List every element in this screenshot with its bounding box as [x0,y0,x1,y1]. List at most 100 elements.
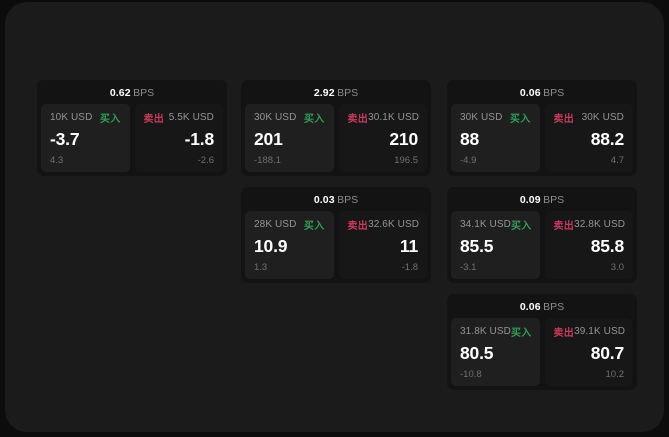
buy-action-label[interactable]: 买入 [303,221,325,232]
bps-unit: BPS [133,87,155,99]
quote-card[interactable]: 0.06 BPS 30K USD 买入 88 -4.9 卖出 30K USD 88.2 4.7 [447,80,637,176]
card-bps-header: 2.92 BPS [241,80,431,104]
sell-side-header: 卖出 39.1K USD [553,325,626,339]
sell-price: 88.2 [590,129,624,149]
sell-side-header: 卖出 30K USD [553,111,625,125]
quote-card[interactable]: 2.92 BPS 30K USD 买入 201 -188.1 卖出 30.1K USD 210 1… [241,80,431,176]
sell-action-label[interactable]: 卖出 [143,114,165,125]
quote-card[interactable]: 0.06 BPS 31.8K USD 买入 80.5 -10.8 卖出 39.1K USD 80… [447,294,637,390]
buy-price: 201 [254,129,283,149]
buy-action-label[interactable]: 买入 [99,114,121,125]
buy-side[interactable]: 10K USD 买入 -3.7 4.3 [41,104,130,172]
buy-side-header: 10K USD 买入 [50,111,121,125]
sell-side[interactable]: 卖出 30.1K USD 210 196.5 [338,104,427,172]
buy-side[interactable]: 30K USD 买入 201 -188.1 [245,104,334,172]
sell-side-header: 卖出 32.6K USD [347,218,420,232]
buy-price: 88 [460,129,480,149]
card-body: 30K USD 买入 88 -4.9 卖出 30K USD 88.2 4.7 [451,104,633,172]
sell-price: -1.8 [184,129,215,149]
sell-action-label[interactable]: 卖出 [347,221,369,232]
buy-price: 85.5 [460,236,494,256]
buy-price: -3.7 [50,129,80,149]
card-body: 34.1K USD 买入 85.5 -3.1 卖出 32.8K USD 85.8 3.0 [451,211,633,279]
sell-price: 210 [389,129,418,149]
sell-side-header: 卖出 32.8K USD [553,218,626,232]
card-bps-header: 0.06 BPS [447,80,637,104]
sell-side-header: 卖出 5.5K USD [143,111,215,125]
bps-value: 0.03 [313,194,335,206]
buy-size-label: 30K USD [460,112,503,123]
buy-price: 10.9 [254,236,288,256]
sell-action-label[interactable]: 卖出 [347,114,369,125]
bps-value: 0.06 [519,87,541,99]
bps-value: 2.92 [313,87,335,99]
card-bps-header: 0.62 BPS [37,80,227,104]
sell-delta: -2.6 [197,155,214,166]
sell-size-label: 5.5K USD [168,112,214,123]
bps-unit: BPS [337,194,359,206]
buy-action-label[interactable]: 买入 [510,328,532,339]
card-bps-header: 0.03 BPS [241,187,431,211]
bps-unit: BPS [337,87,359,99]
sell-size-label: 30K USD [581,112,624,123]
card-body: 10K USD 买入 -3.7 4.3 卖出 5.5K USD -1.8 -2.6 [41,104,223,172]
quote-card[interactable]: 0.03 BPS 28K USD 买入 10.9 1.3 卖出 32.6K USD 11 -1.8 [241,187,431,283]
sell-price: 80.7 [590,343,624,363]
quote-card-board: 0.62 BPS 10K USD 买入 -3.7 4.3 卖出 5.5K USD -1.8 -2.… [5,2,664,432]
buy-action-label[interactable]: 买入 [509,114,531,125]
buy-side-header: 30K USD 买入 [460,111,531,125]
sell-action-label[interactable]: 卖出 [553,221,575,232]
sell-delta: 10.2 [605,369,625,380]
sell-side[interactable]: 卖出 32.8K USD 85.8 3.0 [544,211,633,279]
buy-action-label[interactable]: 买入 [303,114,325,125]
buy-delta: -3.1 [460,262,477,273]
sell-side[interactable]: 卖出 30K USD 88.2 4.7 [544,104,633,172]
buy-action-label[interactable]: 买入 [510,221,532,232]
buy-side-header: 30K USD 买入 [254,111,325,125]
card-body: 31.8K USD 买入 80.5 -10.8 卖出 39.1K USD 80.7 10.2 [451,318,633,386]
sell-side[interactable]: 卖出 32.6K USD 11 -1.8 [338,211,427,279]
buy-side[interactable]: 28K USD 买入 10.9 1.3 [245,211,334,279]
sell-size-label: 39.1K USD [574,326,626,337]
quote-card[interactable]: 0.62 BPS 10K USD 买入 -3.7 4.3 卖出 5.5K USD -1.8 -2.… [37,80,227,176]
bps-value: 0.06 [519,301,541,313]
bps-unit: BPS [543,194,565,206]
bps-value: 0.62 [109,87,131,99]
sell-action-label[interactable]: 卖出 [553,114,575,125]
sell-size-label: 30.1K USD [368,112,420,123]
buy-size-label: 31.8K USD [460,326,511,337]
buy-delta: 1.3 [254,262,268,273]
buy-size-label: 28K USD [254,219,297,230]
sell-side[interactable]: 卖出 39.1K USD 80.7 10.2 [544,318,633,386]
card-bps-header: 0.06 BPS [447,294,637,318]
card-bps-header: 0.09 BPS [447,187,637,211]
quote-card[interactable]: 0.09 BPS 34.1K USD 买入 85.5 -3.1 卖出 32.8K USD 85.… [447,187,637,283]
sell-size-label: 32.6K USD [368,219,420,230]
sell-side[interactable]: 卖出 5.5K USD -1.8 -2.6 [134,104,223,172]
sell-side-header: 卖出 30.1K USD [347,111,420,125]
buy-size-label: 10K USD [50,112,93,123]
sell-action-label[interactable]: 卖出 [553,328,575,339]
sell-delta: 3.0 [610,262,624,273]
buy-side[interactable]: 30K USD 买入 88 -4.9 [451,104,540,172]
buy-delta: -4.9 [460,155,477,166]
sell-size-label: 32.8K USD [574,219,626,230]
sell-delta: -1.8 [401,262,418,273]
quotes-panel: 0.62 BPS 10K USD 买入 -3.7 4.3 卖出 5.5K USD -1.8 -2.… [5,2,664,432]
buy-side-header: 34.1K USD 买入 [460,218,532,232]
buy-delta: -10.8 [460,369,482,380]
buy-delta: -188.1 [254,155,281,166]
buy-price: 80.5 [460,343,494,363]
buy-side[interactable]: 31.8K USD 买入 80.5 -10.8 [451,318,540,386]
sell-price: 85.8 [590,236,624,256]
sell-delta: 196.5 [394,155,418,166]
buy-side[interactable]: 34.1K USD 买入 85.5 -3.1 [451,211,540,279]
bps-unit: BPS [543,301,565,313]
buy-size-label: 34.1K USD [460,219,511,230]
buy-delta: 4.3 [50,155,64,166]
buy-side-header: 31.8K USD 买入 [460,325,532,339]
buy-size-label: 30K USD [254,112,297,123]
sell-delta: 4.7 [610,155,624,166]
card-body: 30K USD 买入 201 -188.1 卖出 30.1K USD 210 196.5 [245,104,427,172]
